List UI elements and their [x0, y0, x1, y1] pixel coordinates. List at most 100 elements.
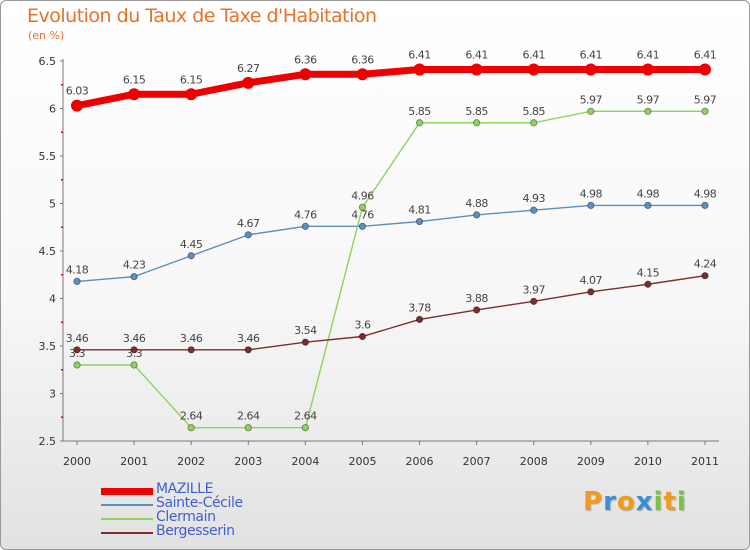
- y-tick-label: 6.5: [39, 55, 57, 68]
- data-label: 6.41: [580, 49, 603, 62]
- legend-label: Clermain: [156, 509, 216, 525]
- data-point: [473, 306, 481, 314]
- x-tick-label: 2005: [348, 455, 376, 468]
- legend-swatch: [101, 487, 153, 495]
- data-point: [473, 119, 481, 127]
- data-label: 4.76: [294, 208, 317, 221]
- data-point: [699, 63, 711, 76]
- x-tick-label: 2009: [577, 455, 605, 468]
- y-tick-label: 5.5: [39, 150, 57, 163]
- data-label: 4.98: [580, 187, 603, 200]
- data-label: 4.18: [66, 263, 89, 276]
- series-clermain: 3.3 3.32.64 2.64 2.644.965.85 5.85 5.855.97 5.…: [69, 93, 717, 432]
- data-label: 4.76: [351, 208, 374, 221]
- data-point: [244, 231, 252, 239]
- data-point: [584, 63, 597, 76]
- y-tick-label: 4.5: [39, 245, 57, 258]
- data-label: 3.54: [294, 324, 317, 337]
- series-sainte-cecile: 4.18 4.23 4.45 4.67 4.76 4.76 4.81 4.88 4.93 4.98…: [66, 187, 717, 285]
- y-tick-label: 4: [49, 293, 56, 306]
- data-point: [415, 217, 424, 226]
- data-point: [130, 273, 138, 281]
- data-label: 5.97: [694, 93, 717, 106]
- logo-letter: t: [663, 487, 677, 517]
- data-point: [473, 211, 481, 219]
- logo-letter: r: [603, 487, 617, 517]
- series-bergesserin: 3.46 3.46 3.46 3.46 3.54 3.6 3.78 3.88 3.97 4.07 4…: [66, 258, 717, 354]
- x-tick-label: 2002: [177, 455, 205, 468]
- data-label: 2.64: [237, 410, 260, 423]
- data-label: 4.24: [694, 258, 717, 271]
- data-label: 6.41: [522, 49, 545, 62]
- series-line: [76, 204, 706, 283]
- data-point: [185, 88, 198, 101]
- x-tick-label: 2011: [691, 455, 719, 468]
- y-tick-label: 3.5: [39, 340, 57, 353]
- series-line: [73, 66, 709, 110]
- data-label: 2.64: [180, 410, 203, 423]
- data-label: 5.85: [465, 105, 488, 118]
- chart-title: Evolution du Taux de Taxe d'Habitation: [27, 5, 377, 27]
- data-point: [701, 107, 709, 115]
- data-label: 3.46: [123, 332, 146, 345]
- data-point: [527, 63, 540, 76]
- data-point: [187, 252, 195, 260]
- logo-letter: o: [616, 487, 636, 517]
- data-point: [587, 201, 595, 209]
- data-point: [530, 297, 538, 305]
- data-label: 4.81: [408, 204, 431, 217]
- data-point: [301, 338, 309, 346]
- data-point: [301, 222, 309, 230]
- data-point: [242, 76, 255, 89]
- data-label: 6.15: [180, 73, 203, 86]
- x-tick-label: 2000: [63, 455, 91, 468]
- data-label: 3.97: [522, 283, 545, 296]
- y-tick-label: 3: [49, 388, 56, 401]
- data-label: 5.85: [522, 105, 545, 118]
- y-tick-label: 6: [49, 103, 56, 116]
- data-point: [71, 99, 83, 112]
- y-tick-label: 2.5: [39, 435, 57, 448]
- data-point: [587, 107, 595, 115]
- logo-letter: P: [583, 487, 604, 517]
- data-label: 3.88: [465, 292, 488, 305]
- data-point: [299, 68, 312, 81]
- x-tick-label: 2007: [463, 455, 491, 468]
- data-point: [470, 63, 483, 76]
- data-label: 6.41: [637, 49, 660, 62]
- data-label: 3.6: [354, 319, 370, 332]
- data-label: 3.46: [66, 332, 89, 345]
- data-label: 4.96: [351, 189, 374, 202]
- data-point: [130, 361, 138, 369]
- data-label: 6.27: [237, 62, 260, 75]
- data-label: 5.85: [408, 105, 431, 118]
- data-label: 6.36: [351, 53, 374, 66]
- data-point: [73, 361, 81, 369]
- data-label: 4.98: [637, 187, 660, 200]
- data-point: [358, 222, 367, 230]
- series-line: [76, 275, 706, 351]
- x-tick-label: 2003: [234, 455, 262, 468]
- data-point: [644, 107, 652, 115]
- data-label: 6.36: [294, 53, 317, 66]
- data-point: [530, 119, 538, 127]
- data-point: [244, 424, 252, 432]
- x-tick-label: 2006: [406, 455, 434, 468]
- legend-swatch: [101, 504, 153, 506]
- data-label: 6.41: [465, 49, 488, 62]
- data-label: 3.46: [180, 332, 203, 345]
- logo-letter: x: [635, 487, 654, 517]
- data-label: 4.23: [123, 259, 146, 272]
- data-point: [701, 272, 709, 280]
- series-mazille: 6.03 6.15 6.15 6.27 6.36 6.36 6.41 6.41 6.41 6.41…: [66, 49, 717, 112]
- legend-label: Sainte-Cécile: [156, 495, 243, 511]
- data-label: 4.07: [580, 274, 603, 287]
- data-label: 6.03: [66, 85, 89, 98]
- y-tick-label: 5: [49, 198, 56, 211]
- data-point: [530, 206, 538, 214]
- data-label: 4.15: [637, 266, 660, 279]
- data-point: [356, 68, 369, 81]
- data-point: [358, 203, 367, 211]
- data-point: [73, 277, 81, 285]
